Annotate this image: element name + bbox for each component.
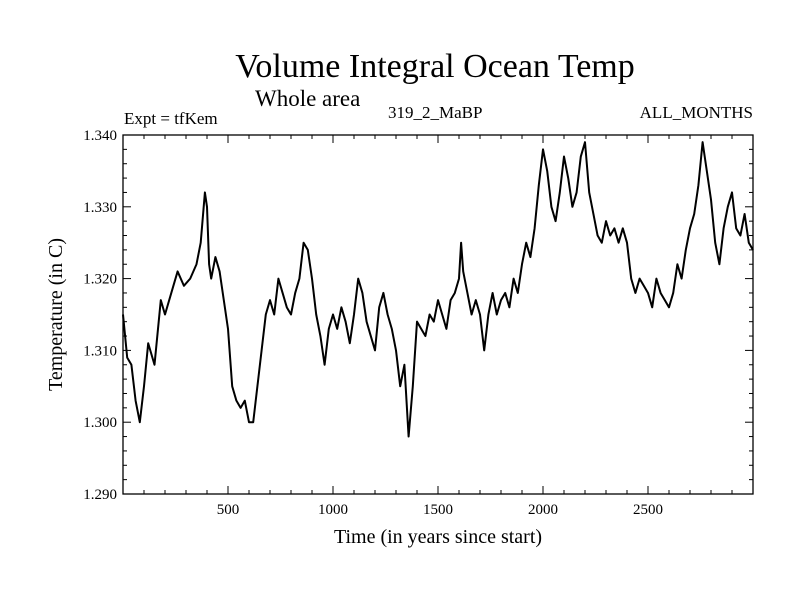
run-label: 319_2_MaBP	[388, 103, 483, 122]
y-tick-label: 1.300	[83, 415, 117, 431]
x-tick-label: 1000	[318, 502, 348, 518]
x-tick-label: 1500	[423, 502, 453, 518]
x-tick-label: 2000	[528, 502, 558, 518]
y-tick-label: 1.320	[83, 272, 117, 288]
months-label: ALL_MONTHS	[639, 103, 753, 122]
y-tick-label: 1.290	[83, 487, 117, 503]
y-axis-label: Temperature (in C)	[45, 238, 67, 391]
plot-area: 500 1000 1500 2000 2500 1.290 1.300 1.310 1.320 1…	[45, 128, 754, 548]
y-tick-label: 1.330	[83, 200, 117, 216]
chart-title: Volume Integral Ocean Temp	[235, 48, 635, 85]
experiment-label: Expt = tfKem	[124, 109, 218, 128]
plot-frame	[122, 134, 754, 495]
x-tick-label: 500	[217, 502, 240, 518]
x-axis-label: Time (in years since start)	[334, 526, 542, 548]
series-line	[122, 141, 754, 438]
x-tick-label: 2500	[633, 502, 663, 518]
y-tick-label: 1.310	[83, 343, 117, 359]
chart-subtitle: Whole area	[255, 86, 361, 111]
y-tick-label: 1.340	[83, 128, 117, 144]
